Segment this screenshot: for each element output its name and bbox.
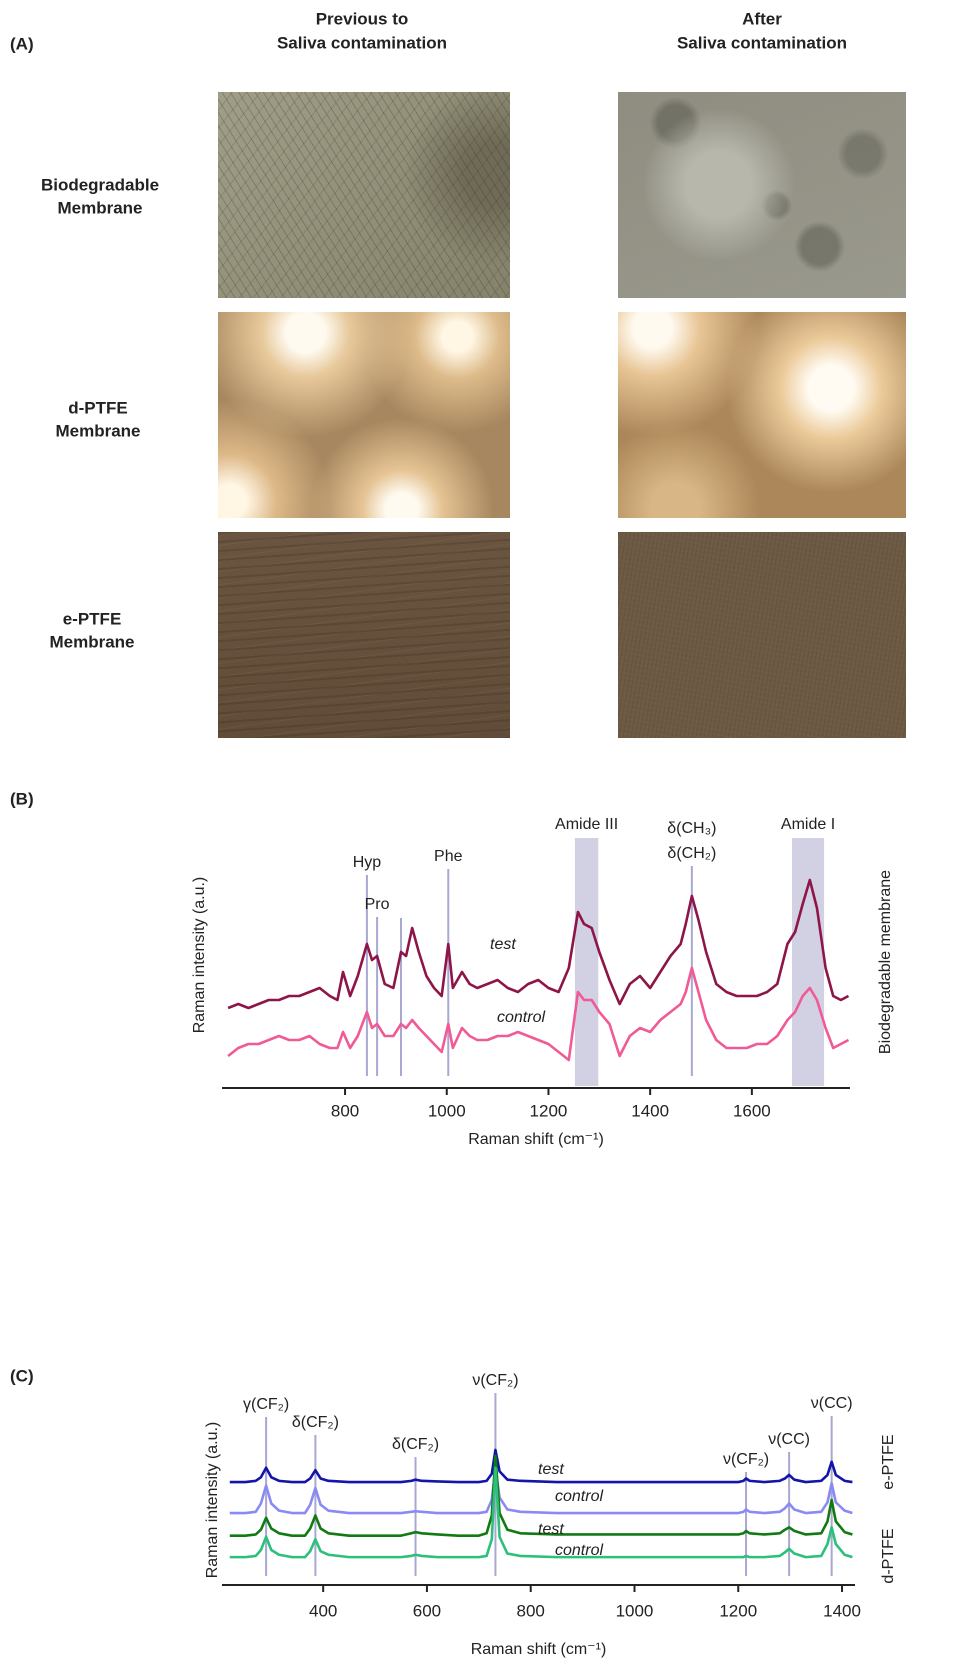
x-tick-label: 1200 <box>719 1601 757 1620</box>
series-label: test <box>490 936 516 953</box>
peak-label: ν(CC) <box>811 1395 853 1412</box>
x-tick-label: 1000 <box>428 1101 466 1120</box>
column-header: Previous to <box>316 9 409 28</box>
column-header: After <box>742 9 782 28</box>
peak-label: Hyp <box>353 854 382 871</box>
peak-label: Phe <box>434 848 463 865</box>
peak-label: δ(CF₂) <box>392 1436 439 1453</box>
side-label: d-PTFE <box>880 1528 897 1583</box>
peak-label: δ(CH₂) <box>667 845 716 862</box>
x-tick-label: 600 <box>413 1601 441 1620</box>
band <box>575 838 598 1086</box>
x-tick-label: 800 <box>331 1101 359 1120</box>
series-label: test <box>538 1521 564 1538</box>
x-axis-title: Raman shift (cm⁻¹) <box>468 1131 604 1148</box>
side-label: e-PTFE <box>880 1434 897 1489</box>
x-tick-label: 1400 <box>631 1101 669 1120</box>
row-label: Membrane <box>55 421 140 440</box>
figure: (A) (B) (C) Previous to Saliva contamina… <box>0 0 967 1674</box>
column-header: Saliva contamination <box>677 33 847 52</box>
panel-label: (C) <box>10 1366 34 1385</box>
band-label: Amide I <box>781 816 835 833</box>
band <box>792 838 824 1086</box>
row-label: Membrane <box>49 632 134 651</box>
spectrum <box>228 880 848 1008</box>
peak-label: γ(CF₂) <box>243 1396 289 1413</box>
column-header: Saliva contamination <box>277 33 447 52</box>
panel-label: (A) <box>10 34 34 53</box>
row-label: e-PTFE <box>63 609 122 628</box>
band-label: Amide III <box>555 816 618 833</box>
x-tick-label: 1200 <box>530 1101 568 1120</box>
peak-label: ν(CC) <box>768 1431 810 1448</box>
x-axis-title: Raman shift (cm⁻¹) <box>471 1641 607 1658</box>
page: (A) (B) (C) Previous to Saliva contamina… <box>0 0 967 1674</box>
row-label: Biodegradable <box>41 175 159 194</box>
x-tick-label: 1600 <box>733 1101 771 1120</box>
series-label: control <box>555 1488 603 1505</box>
series-label: control <box>497 1009 545 1026</box>
side-label: Biodegradable membrane <box>877 870 894 1054</box>
y-axis-title: Raman intensity (a.u.) <box>204 1422 221 1579</box>
row-label: Membrane <box>57 198 142 217</box>
peak-label: δ(CF₂) <box>292 1414 339 1431</box>
peak-label: Pro <box>365 896 390 913</box>
row-label: d-PTFE <box>68 398 128 417</box>
y-axis-title: Raman intensity (a.u.) <box>191 877 208 1034</box>
peak-label: ν(CF₂) <box>723 1451 769 1468</box>
x-tick-label: 800 <box>517 1601 545 1620</box>
x-tick-label: 400 <box>309 1601 337 1620</box>
x-tick-label: 1000 <box>616 1601 654 1620</box>
series-label: test <box>538 1461 564 1478</box>
panel-label: (B) <box>10 789 34 808</box>
series-label: control <box>555 1542 603 1559</box>
peak-label: δ(CH₃) <box>667 820 716 837</box>
peak-label: ν(CF₂) <box>472 1372 518 1389</box>
x-tick-label: 1400 <box>823 1601 861 1620</box>
